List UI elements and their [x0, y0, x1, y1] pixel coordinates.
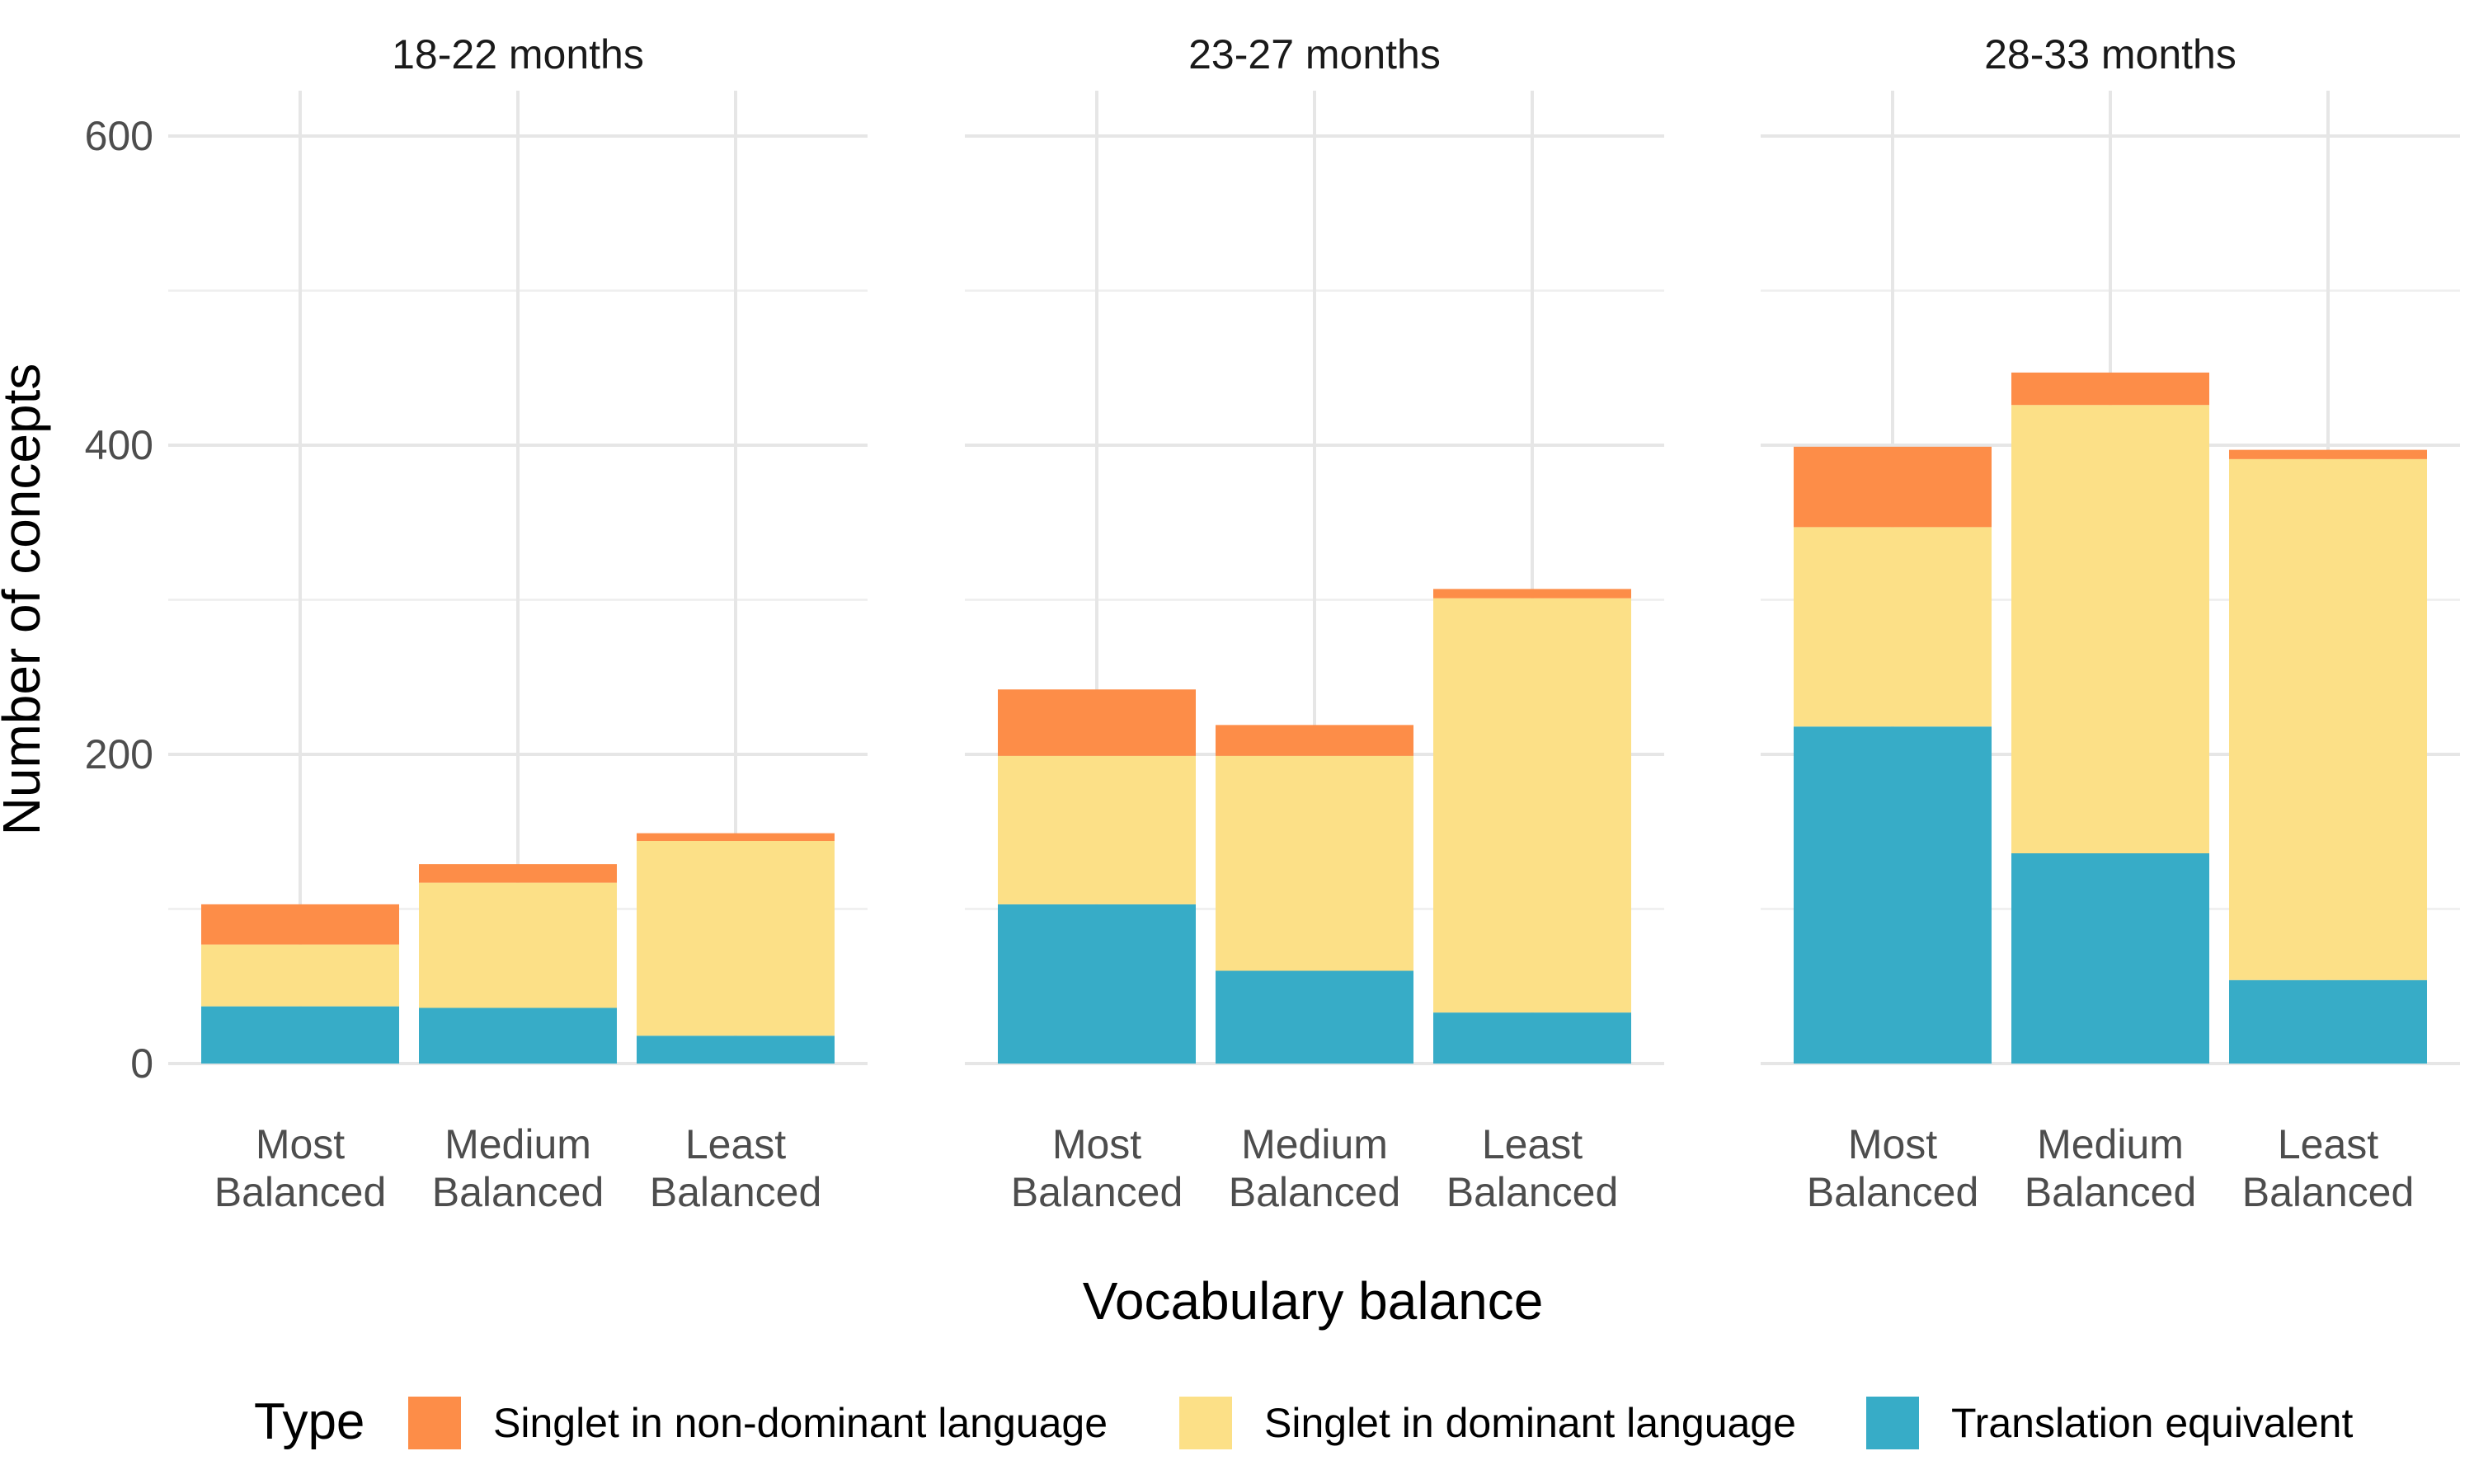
legend-item: Singlet in dominant language	[1179, 1397, 1796, 1449]
bar-singlet-in-dominant-language-1	[998, 755, 1196, 904]
panel-23-27-months: 23-27 months Most Balanced Medium Balanced Le…	[965, 31, 1664, 1215]
bar-translation-equivalent-2	[2011, 853, 2209, 1064]
bar-translation-equivalent-3	[637, 1036, 835, 1064]
x-tick-label: Most Balanced	[1807, 1121, 1979, 1215]
bar-singlet-in-non-dominant-language-2	[2011, 372, 2209, 406]
legend-key	[408, 1397, 461, 1449]
bar-singlet-in-dominant-language-2	[1216, 755, 1413, 971]
bar-translation-equivalent-1	[201, 1006, 399, 1064]
legend-item: Translation equivalent	[1866, 1397, 2353, 1449]
x-tick-label: Least Balanced	[2242, 1121, 2415, 1215]
panel-title: 23-27 months	[1188, 31, 1441, 77]
x-tick-label: Medium Balanced	[2025, 1121, 2197, 1215]
legend-title: Type	[254, 1393, 365, 1450]
x-axis-title: Vocabulary balance	[1083, 1271, 1544, 1331]
x-tick-label: Medium Balanced	[1229, 1121, 1401, 1215]
bar-singlet-in-dominant-language-1	[1794, 527, 1992, 727]
chart-panels: 18-22 months Most Balanced Medium Balanced Le…	[168, 31, 2460, 1215]
y-axis-title: Number of concepts	[0, 364, 51, 836]
legend-items: Singlet in non-dominant language Singlet …	[408, 1397, 2353, 1449]
bar-singlet-in-non-dominant-language-3	[2229, 449, 2427, 459]
bar-singlet-in-dominant-language-3	[1433, 598, 1631, 1013]
bar-singlet-in-non-dominant-language-2	[1216, 725, 1413, 756]
bar-translation-equivalent-3	[2229, 979, 2427, 1064]
legend-key	[1179, 1397, 1232, 1449]
bar-singlet-in-dominant-language-2	[2011, 405, 2209, 853]
legend-label: Singlet in dominant language	[1264, 1400, 1796, 1446]
bar-singlet-in-non-dominant-language-3	[1433, 589, 1631, 599]
y-axis: 0 200 400 600	[85, 113, 153, 1087]
bar-translation-equivalent-3	[1433, 1012, 1631, 1064]
bar-singlet-in-dominant-language-1	[201, 944, 399, 1007]
panel-title: 28-33 months	[1984, 31, 2236, 77]
x-tick-label: Least Balanced	[1446, 1121, 1619, 1215]
x-tick-label: Least Balanced	[650, 1121, 822, 1215]
x-tick-label: Medium Balanced	[432, 1121, 604, 1215]
y-tick-label: 600	[85, 113, 153, 159]
panel-18-22-months: 18-22 months Most Balanced Medium Balanced Le…	[168, 31, 868, 1215]
bar-singlet-in-non-dominant-language-3	[637, 833, 835, 841]
bar-translation-equivalent-1	[1794, 726, 1992, 1064]
panel-28-33-months: 28-33 months Most Balanced Medium Balanced Le…	[1761, 31, 2460, 1215]
legend-key	[1866, 1397, 1919, 1449]
y-tick-label: 0	[130, 1040, 153, 1087]
legend-label: Translation equivalent	[1951, 1400, 2353, 1446]
legend: Type Singlet in non-dominant language Sin…	[254, 1393, 2353, 1450]
bar-singlet-in-dominant-language-2	[419, 882, 617, 1008]
x-tick-label: Most Balanced	[1011, 1121, 1183, 1215]
bar-translation-equivalent-1	[998, 904, 1196, 1064]
bar-singlet-in-dominant-language-3	[637, 841, 835, 1036]
bar-singlet-in-dominant-language-3	[2229, 458, 2427, 980]
panel-title: 18-22 months	[392, 31, 644, 77]
y-tick-label: 400	[85, 422, 153, 468]
bar-singlet-in-non-dominant-language-1	[998, 689, 1196, 756]
legend-item: Singlet in non-dominant language	[408, 1397, 1108, 1449]
bar-singlet-in-non-dominant-language-1	[201, 904, 399, 945]
legend-label: Singlet in non-dominant language	[493, 1400, 1108, 1446]
bar-singlet-in-non-dominant-language-2	[419, 864, 617, 883]
bar-translation-equivalent-2	[1216, 970, 1413, 1064]
bar-singlet-in-non-dominant-language-1	[1794, 446, 1992, 528]
y-tick-label: 200	[85, 731, 153, 777]
bar-translation-equivalent-2	[419, 1007, 617, 1064]
x-tick-label: Most Balanced	[214, 1121, 387, 1215]
